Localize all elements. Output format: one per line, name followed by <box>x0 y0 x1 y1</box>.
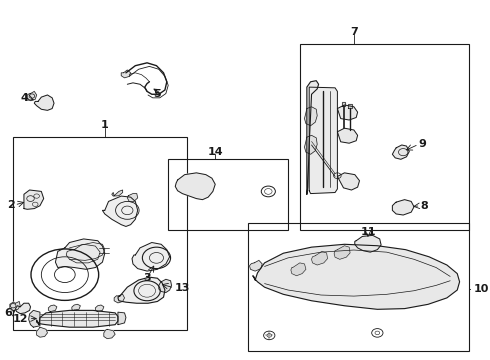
Polygon shape <box>72 304 80 310</box>
Text: 2: 2 <box>7 200 15 210</box>
Polygon shape <box>28 310 40 327</box>
Polygon shape <box>114 294 124 303</box>
Polygon shape <box>342 102 345 106</box>
Polygon shape <box>334 246 350 259</box>
Text: 1: 1 <box>101 120 109 130</box>
Polygon shape <box>355 235 381 252</box>
Bar <box>300 44 469 230</box>
Polygon shape <box>24 190 44 209</box>
Polygon shape <box>348 104 352 108</box>
Polygon shape <box>338 105 358 120</box>
Polygon shape <box>304 107 317 126</box>
Text: 8: 8 <box>420 201 428 211</box>
Polygon shape <box>102 196 138 226</box>
Polygon shape <box>175 173 215 200</box>
Polygon shape <box>66 243 105 260</box>
Polygon shape <box>27 91 37 101</box>
Polygon shape <box>307 81 318 194</box>
Text: 5: 5 <box>153 89 161 99</box>
Bar <box>248 223 469 351</box>
Bar <box>168 158 288 230</box>
Text: 14: 14 <box>207 147 223 157</box>
Polygon shape <box>118 277 165 303</box>
Text: 3: 3 <box>143 273 151 283</box>
Polygon shape <box>37 327 48 337</box>
Polygon shape <box>104 329 115 339</box>
Text: 10: 10 <box>474 284 489 294</box>
Polygon shape <box>312 251 327 265</box>
Polygon shape <box>291 263 306 276</box>
Text: 12: 12 <box>13 314 28 324</box>
Polygon shape <box>112 190 122 196</box>
Polygon shape <box>338 128 358 143</box>
Polygon shape <box>34 95 54 111</box>
Polygon shape <box>132 243 170 271</box>
Text: 11: 11 <box>360 227 376 237</box>
Polygon shape <box>253 244 460 309</box>
Polygon shape <box>121 70 131 78</box>
Polygon shape <box>338 173 360 190</box>
Text: 9: 9 <box>418 139 427 149</box>
Polygon shape <box>392 145 409 159</box>
Polygon shape <box>118 312 126 325</box>
Polygon shape <box>127 194 138 202</box>
Polygon shape <box>10 301 20 310</box>
Bar <box>13 137 187 330</box>
Polygon shape <box>159 279 171 293</box>
Polygon shape <box>96 305 104 311</box>
Text: 4: 4 <box>21 93 28 103</box>
Text: 6: 6 <box>4 308 12 318</box>
Polygon shape <box>304 135 317 154</box>
Polygon shape <box>309 87 338 194</box>
Text: 13: 13 <box>174 283 190 293</box>
Polygon shape <box>55 239 105 269</box>
Polygon shape <box>49 305 57 311</box>
Polygon shape <box>249 260 262 271</box>
Polygon shape <box>16 303 30 314</box>
Polygon shape <box>392 200 414 215</box>
Text: 7: 7 <box>350 27 358 37</box>
Polygon shape <box>37 310 118 327</box>
